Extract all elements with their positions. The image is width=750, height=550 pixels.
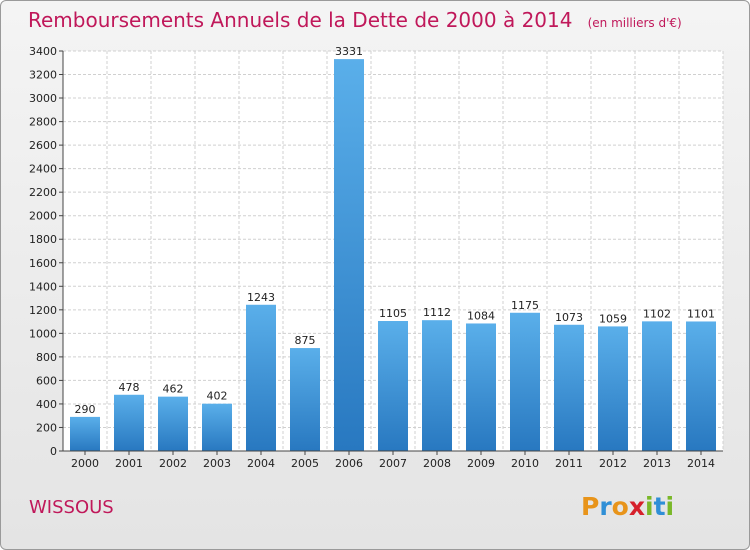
proxiti-logo[interactable]: Proxiti — [581, 492, 674, 521]
bar — [686, 321, 716, 451]
bar-value-label: 1243 — [247, 291, 275, 304]
bar — [378, 321, 408, 451]
y-tick-label: 1400 — [29, 280, 57, 293]
bar — [202, 403, 232, 451]
title-row: Remboursements Annuels de la Dette de 20… — [28, 8, 682, 32]
logo-letter: r — [599, 492, 612, 521]
y-tick-label: 3200 — [29, 69, 57, 82]
bar — [114, 394, 144, 451]
logo-letter: x — [628, 492, 645, 521]
bar-value-label: 1102 — [643, 307, 671, 320]
y-tick-label: 0 — [50, 445, 57, 458]
logo-letter: i — [645, 492, 654, 521]
x-tick-label: 2002 — [159, 457, 187, 470]
x-tick-label: 2005 — [291, 457, 319, 470]
bar-value-label: 3331 — [335, 45, 363, 58]
y-tick-label: 1600 — [29, 257, 57, 270]
bar — [246, 304, 276, 451]
bar-value-label: 1059 — [599, 312, 627, 325]
x-tick-label: 2011 — [555, 457, 583, 470]
x-tick-label: 2004 — [247, 457, 275, 470]
x-tick-label: 2000 — [71, 457, 99, 470]
y-tick-label: 2000 — [29, 210, 57, 223]
bar-value-label: 290 — [75, 403, 96, 416]
x-tick-label: 2003 — [203, 457, 231, 470]
chart-unit: (en milliers d'€) — [587, 16, 682, 30]
y-tick-label: 3000 — [29, 92, 57, 105]
commune-name: WISSOUS — [29, 497, 114, 518]
logo-letter: o — [611, 492, 629, 521]
bar-value-label: 875 — [295, 334, 316, 347]
bar-value-label: 1175 — [511, 299, 539, 312]
logo-letter: i — [665, 492, 675, 521]
y-tick-label: 2200 — [29, 186, 57, 199]
y-tick-label: 200 — [36, 421, 57, 434]
y-tick-label: 800 — [36, 351, 57, 364]
bar-value-label: 1112 — [423, 306, 451, 319]
axes: 0 200 400 600 800 1000 1200 1400 1600 1800 2000 220… — [29, 45, 723, 470]
bar — [70, 416, 100, 451]
x-tick-label: 2008 — [423, 457, 451, 470]
y-tick-label: 2800 — [29, 116, 57, 129]
bar-value-label: 1105 — [379, 307, 407, 320]
bar — [290, 348, 320, 451]
bar — [466, 323, 496, 451]
bar — [554, 324, 584, 451]
logo-letter: P — [581, 492, 600, 521]
y-tick-label: 1200 — [29, 304, 57, 317]
bar-value-label: 1084 — [467, 309, 495, 322]
y-tick-label: 2400 — [29, 163, 57, 176]
bars: 290 478 462 402 1243 875 3331 1105 1112 1084 1175 1… — [70, 45, 716, 451]
y-tick-label: 3400 — [29, 45, 57, 58]
x-tick-label: 2009 — [467, 457, 495, 470]
y-tick-label: 1000 — [29, 327, 57, 340]
y-tick-label: 600 — [36, 374, 57, 387]
y-tick-label: 1800 — [29, 233, 57, 246]
y-tick-label: 2600 — [29, 139, 57, 152]
y-tick-label: 400 — [36, 398, 57, 411]
bar-value-label: 462 — [163, 383, 184, 396]
chart-title: Remboursements Annuels de la Dette de 20… — [28, 8, 573, 32]
x-tick-label: 2012 — [599, 457, 627, 470]
bar — [598, 326, 628, 451]
x-tick-label: 2010 — [511, 457, 539, 470]
bar — [510, 312, 540, 451]
x-tick-label: 2001 — [115, 457, 143, 470]
logo-letter: t — [653, 492, 666, 521]
bar-value-label: 1101 — [687, 307, 715, 320]
x-tick-label: 2013 — [643, 457, 671, 470]
bar — [334, 59, 364, 451]
bar-value-label: 478 — [119, 381, 140, 394]
bar-value-label: 402 — [207, 390, 228, 403]
bar — [642, 321, 672, 451]
bar — [158, 396, 188, 451]
x-tick-label: 2006 — [335, 457, 363, 470]
bar-value-label: 1073 — [555, 311, 583, 324]
bar — [422, 320, 452, 451]
x-tick-label: 2014 — [687, 457, 715, 470]
x-tick-label: 2007 — [379, 457, 407, 470]
